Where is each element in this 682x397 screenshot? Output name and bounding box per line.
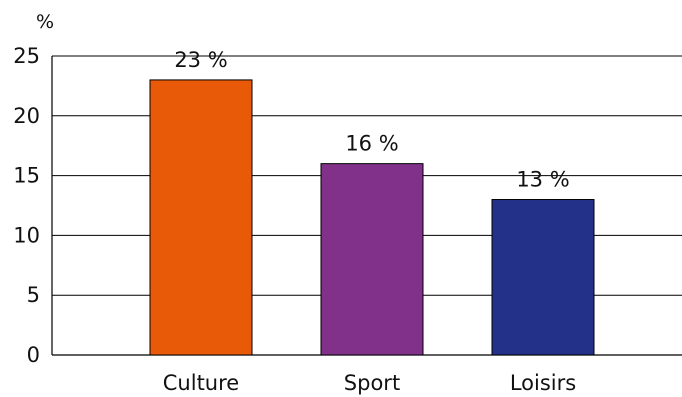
bar-sport [320, 163, 424, 356]
y-tick-label: 25 [13, 44, 40, 68]
y-tick-label: 5 [27, 283, 40, 307]
data-label-loisirs: 13 % [516, 168, 569, 192]
bar-loisirs [491, 199, 595, 356]
bars [149, 79, 595, 356]
category-label-loisirs: Loisirs [510, 371, 576, 395]
y-tick-label: 10 [13, 223, 40, 247]
data-labels: 23 % 16 % 13 % [174, 48, 569, 192]
y-tick-label: 15 [13, 164, 40, 188]
bar-culture [149, 79, 253, 356]
category-label-sport: Sport [344, 371, 400, 395]
y-axis-ticks: 0 5 10 15 20 25 [13, 44, 40, 367]
category-labels: Culture Sport Loisirs [163, 371, 576, 395]
data-label-sport: 16 % [345, 132, 398, 156]
y-tick-label: 0 [27, 343, 40, 367]
y-tick-label: 20 [13, 104, 40, 128]
data-label-culture: 23 % [174, 48, 227, 72]
y-axis-unit-label: % [36, 11, 54, 33]
category-label-culture: Culture [163, 371, 239, 395]
